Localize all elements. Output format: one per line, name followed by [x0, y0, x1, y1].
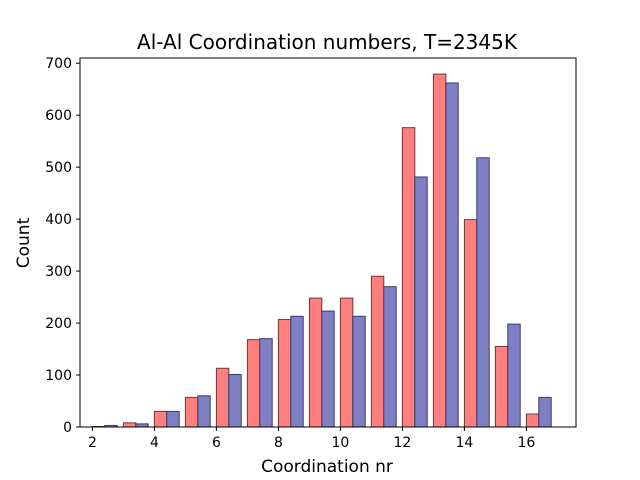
- bar-series1-11: [370, 275, 385, 428]
- bar-series2-8: [290, 315, 304, 428]
- x-tick-label: 8: [274, 435, 283, 451]
- plot-frame: [79, 57, 577, 428]
- chart-title: Al-Al Coordination numbers, T=2345K: [137, 30, 518, 54]
- x-tick-label: 12: [393, 435, 411, 451]
- y-axis-label: Count: [14, 217, 34, 268]
- y-tick-label: 300: [45, 264, 72, 280]
- x-tick-label: 10: [331, 435, 349, 451]
- bar-series2-4: [166, 410, 180, 428]
- bar-series1-3: [122, 422, 137, 428]
- bar-series1-16: [525, 413, 540, 428]
- x-tick-label: 6: [212, 435, 221, 451]
- bar-series2-12: [414, 176, 428, 428]
- x-tick-label: 4: [150, 435, 159, 451]
- bar-series1-5: [184, 396, 199, 428]
- bar-series1-7: [246, 339, 261, 428]
- y-tick-label: 700: [45, 56, 72, 72]
- bar-series1-9: [308, 297, 323, 428]
- x-tick-label: 2: [88, 435, 97, 451]
- y-tick-label: 600: [45, 108, 72, 124]
- x-tick-label: 16: [517, 435, 535, 451]
- bar-series1-4: [153, 410, 168, 428]
- bar-series1-8: [277, 318, 292, 428]
- bar-series2-7: [259, 338, 273, 428]
- bar-series2-11: [383, 286, 397, 428]
- bar-series2-15: [507, 323, 521, 428]
- x-axis-label: Coordination nr: [261, 457, 393, 477]
- x-tick-label: 14: [455, 435, 473, 451]
- y-tick-label: 500: [45, 160, 72, 176]
- bar-series2-13: [445, 82, 459, 428]
- bars-layer: [91, 73, 552, 428]
- y-tick-label: 400: [45, 212, 72, 228]
- bar-series1-14: [463, 219, 478, 428]
- bar-series2-5: [197, 395, 211, 428]
- bar-series2-9: [321, 310, 335, 428]
- bar-series2-16: [538, 396, 552, 428]
- bar-series1-12: [401, 127, 416, 428]
- bar-series1-15: [494, 345, 509, 428]
- x-axis: 2 4 6 8 10 12 14 16: [88, 427, 535, 451]
- bar-series1-10: [339, 297, 354, 428]
- bar-series2-6: [228, 374, 242, 428]
- y-axis: 0 100 200 300 400 500 600 700: [45, 56, 80, 436]
- y-tick-label: 100: [45, 368, 72, 384]
- bar-series1-13: [432, 73, 447, 428]
- bar-series1-6: [215, 367, 230, 428]
- bar-series2-10: [352, 315, 366, 428]
- y-tick-label: 0: [63, 420, 72, 436]
- bar-series2-14: [476, 157, 490, 428]
- y-tick-label: 200: [45, 316, 72, 332]
